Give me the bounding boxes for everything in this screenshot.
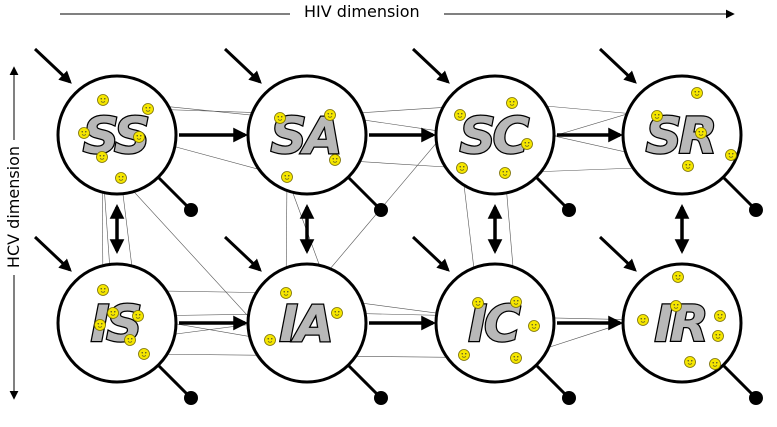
compartment-sr: SR: [598, 47, 763, 217]
individual-smiley-icon: [672, 271, 684, 283]
individual-smiley-icon: [506, 97, 518, 109]
individual-smiley-icon: [97, 284, 109, 296]
individual-smiley-icon: [281, 171, 293, 183]
compartment-ic: IC: [411, 235, 576, 405]
individual-smiley-icon: [132, 310, 144, 322]
outflow-line: [346, 175, 379, 208]
outflow-dot: [374, 203, 388, 217]
individual-smiley-icon: [107, 307, 119, 319]
individual-smiley-icon: [274, 112, 286, 124]
individual-smiley-icon: [510, 296, 522, 308]
individual-smiley-icon: [651, 110, 663, 122]
individual-smiley-icon: [78, 127, 90, 139]
individual-smiley-icon: [96, 151, 108, 163]
inflow-arrow: [411, 235, 450, 272]
inflow-arrow: [33, 235, 72, 272]
individuals: [78, 87, 737, 370]
individual-smiley-icon: [714, 310, 726, 322]
individual-smiley-icon: [138, 348, 150, 360]
individual-smiley-icon: [97, 94, 109, 106]
individual-smiley-icon: [670, 300, 682, 312]
inflow-arrow: [598, 47, 637, 84]
hiv-axis-label: HIV dimension: [298, 4, 426, 20]
transitions: [109, 127, 690, 331]
compartment-sc: SC: [411, 47, 576, 217]
outflow-line: [721, 363, 754, 396]
individual-smiley-icon: [510, 352, 522, 364]
individual-smiley-icon: [331, 307, 343, 319]
outflow-dot: [184, 203, 198, 217]
individual-smiley-icon: [324, 109, 336, 121]
individual-smiley-icon: [499, 167, 511, 179]
compartments: SS SA SC SR IS IA IC IR: [33, 47, 763, 405]
outflow-line: [534, 175, 567, 208]
hcv-axis-label: HCV dimension: [4, 139, 23, 275]
outflow-line: [346, 363, 379, 396]
individual-smiley-icon: [94, 319, 106, 331]
inflow-arrow: [33, 47, 72, 84]
individual-smiley-icon: [637, 314, 649, 326]
individual-smiley-icon: [115, 172, 127, 184]
compartment-circle: [621, 262, 743, 384]
inflow-arrow: [223, 47, 262, 84]
outflow-dot: [749, 203, 763, 217]
outflow-line: [534, 363, 567, 396]
individual-smiley-icon: [684, 356, 696, 368]
individual-smiley-icon: [528, 320, 540, 332]
individual-smiley-icon: [709, 358, 721, 370]
inflow-arrow: [598, 235, 637, 272]
outflow-dot: [184, 391, 198, 405]
individual-smiley-icon: [712, 330, 724, 342]
outflow-dot: [749, 391, 763, 405]
individual-smiley-icon: [695, 127, 707, 139]
inflow-arrow: [411, 47, 450, 84]
individual-smiley-icon: [725, 149, 737, 161]
individual-smiley-icon: [133, 131, 145, 143]
outflow-dot: [562, 391, 576, 405]
compartment-label: SC: [460, 107, 530, 165]
compartment-ss: SS: [33, 47, 198, 217]
compartment-circle: [246, 262, 368, 384]
outflow-dot: [374, 391, 388, 405]
compartment-is: IS: [33, 235, 198, 405]
outflow-line: [721, 175, 754, 208]
compartment-label: IR: [654, 295, 705, 353]
compartment-ia: IA: [223, 235, 388, 405]
outflow-line: [156, 363, 189, 396]
individual-smiley-icon: [472, 297, 484, 309]
compartment-circle: [621, 74, 743, 196]
individual-smiley-icon: [521, 138, 533, 150]
individual-smiley-icon: [454, 109, 466, 121]
individual-smiley-icon: [280, 287, 292, 299]
individual-smiley-icon: [264, 334, 276, 346]
individual-smiley-icon: [691, 87, 703, 99]
individual-smiley-icon: [142, 103, 154, 115]
compartment-label: IA: [279, 295, 330, 353]
outflow-dot: [562, 203, 576, 217]
individual-smiley-icon: [329, 154, 341, 166]
individual-smiley-icon: [456, 162, 468, 174]
compartment-sa: SA: [223, 47, 388, 217]
inflow-arrow: [223, 235, 262, 272]
individual-smiley-icon: [682, 160, 694, 172]
individual-smiley-icon: [458, 349, 470, 361]
compartment-ir: IR: [598, 235, 763, 405]
outflow-line: [156, 175, 189, 208]
individual-smiley-icon: [124, 334, 136, 346]
